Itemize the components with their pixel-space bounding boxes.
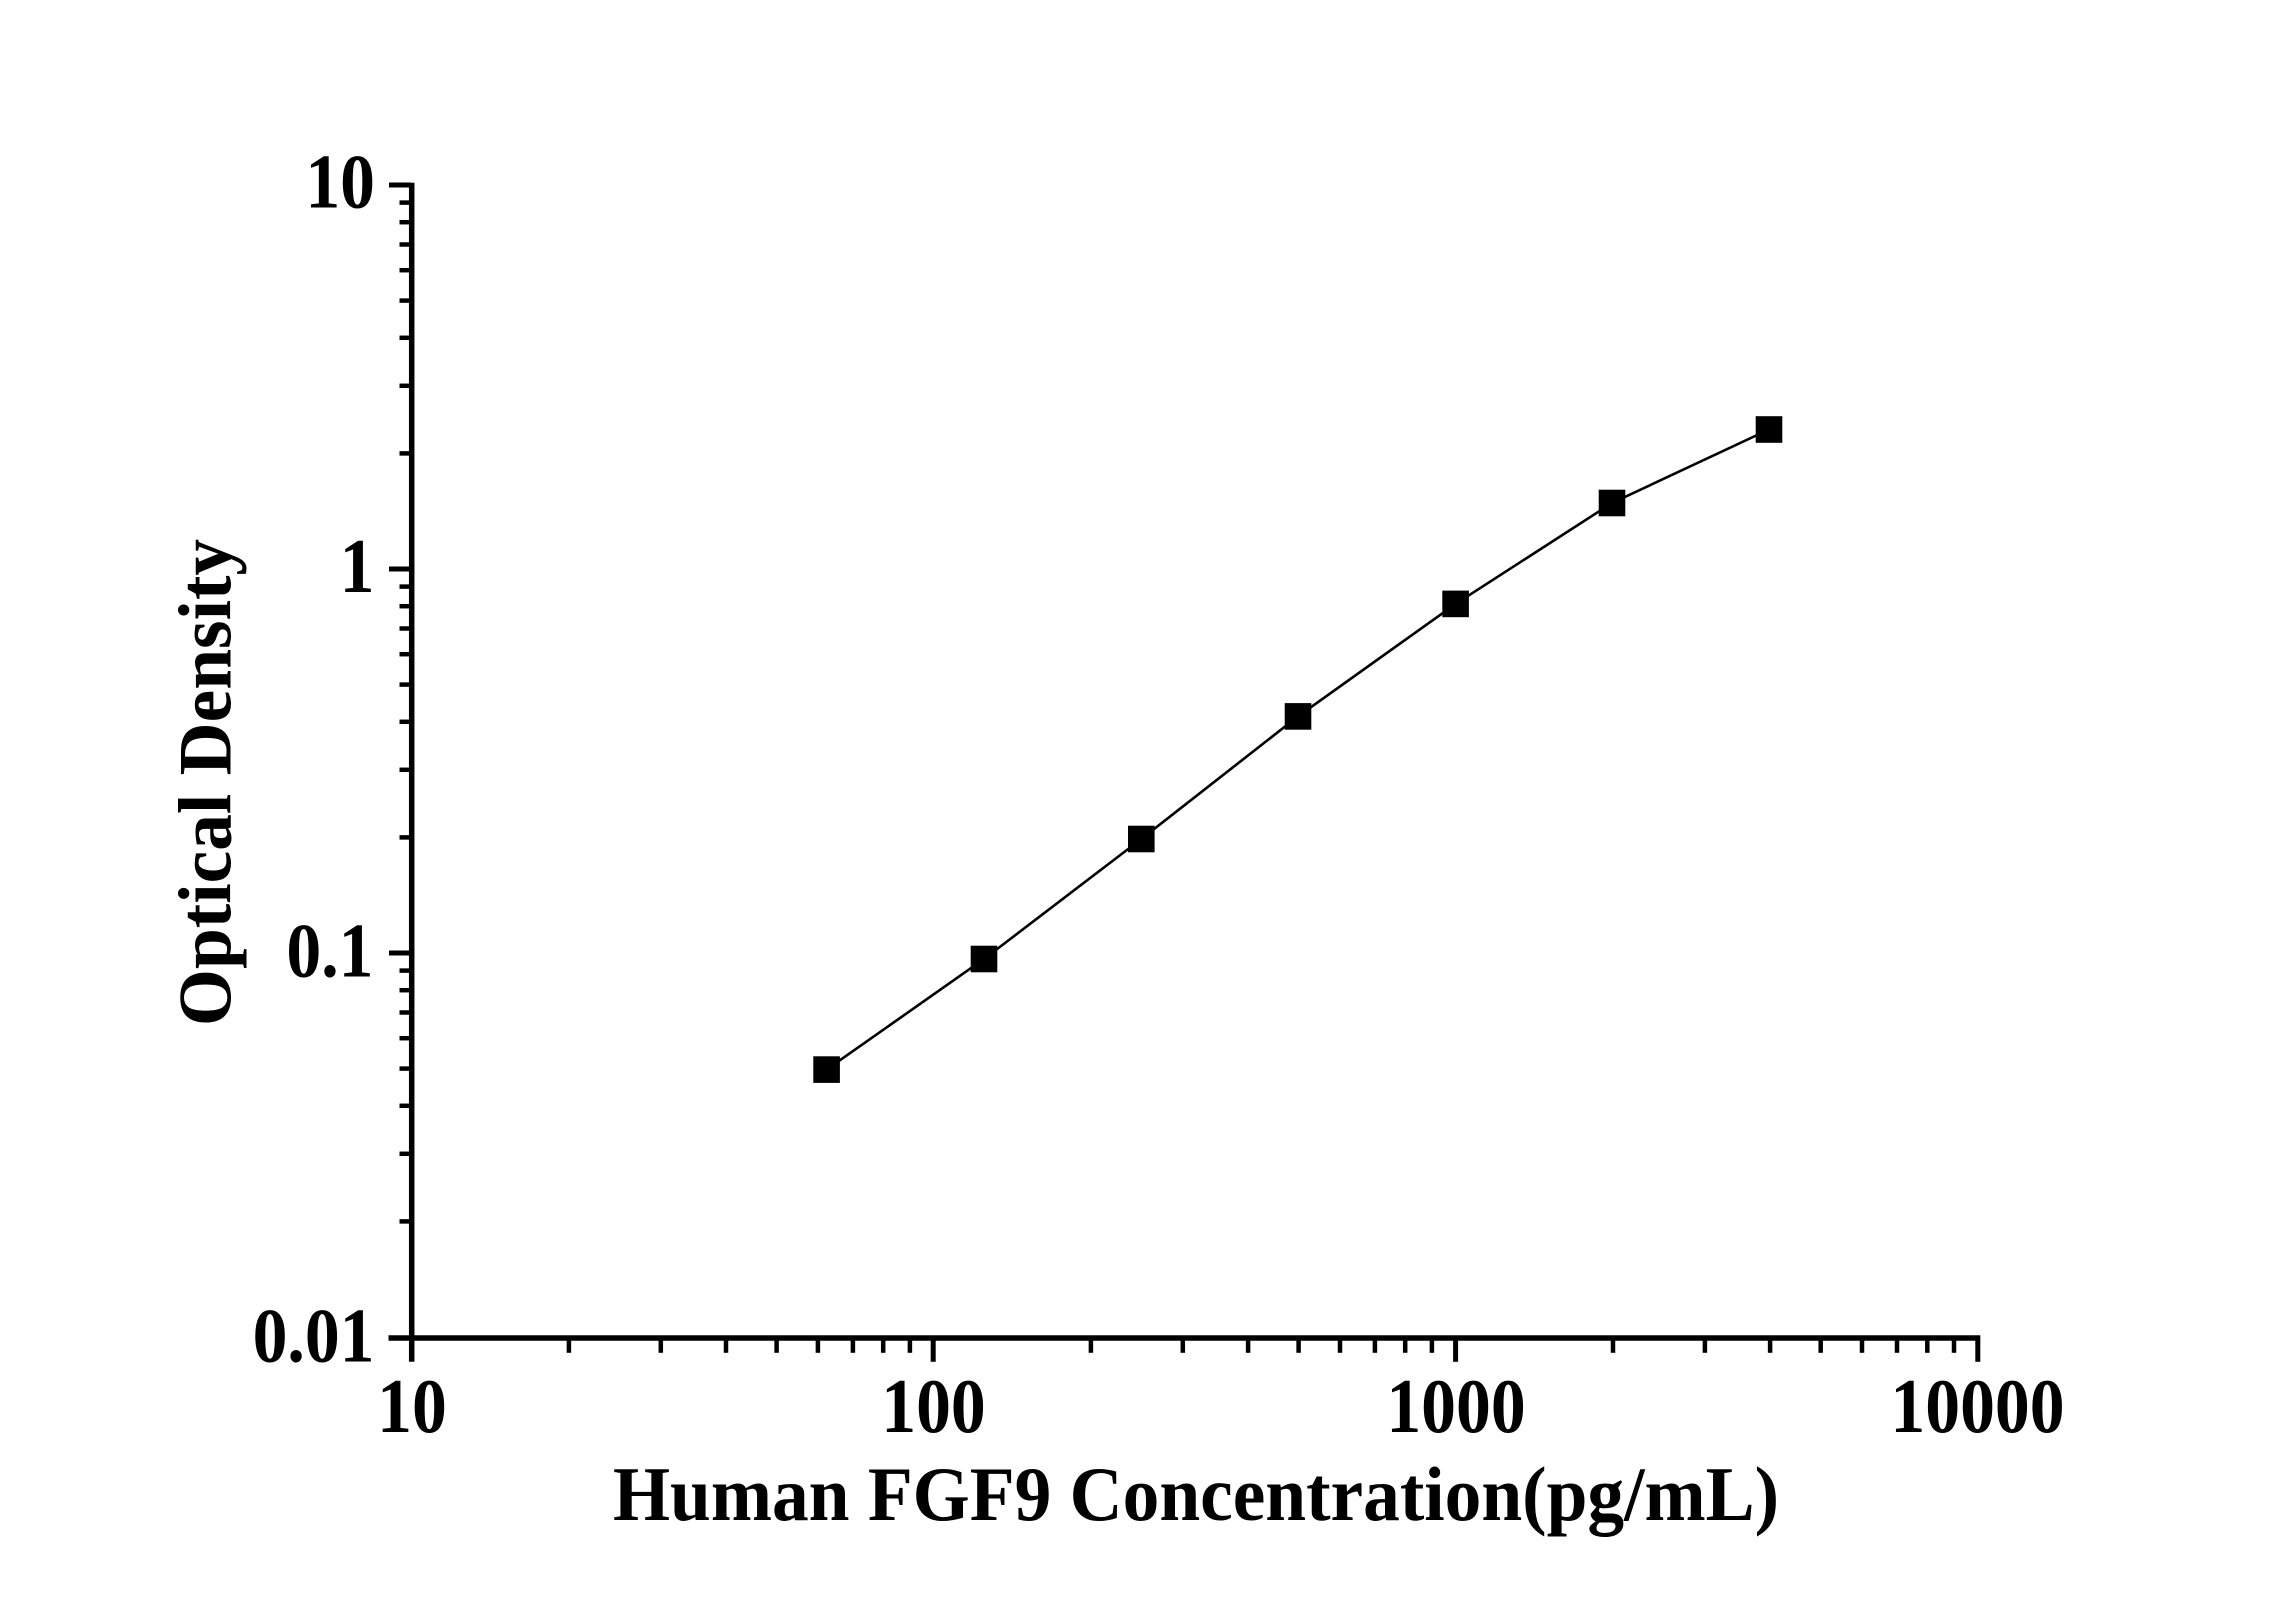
svg-text:Optical Density: Optical Density <box>165 539 248 1026</box>
svg-text:10: 10 <box>377 1363 447 1449</box>
svg-text:10: 10 <box>305 138 375 224</box>
svg-text:100: 100 <box>881 1363 986 1449</box>
svg-text:10000: 10000 <box>1890 1363 2064 1449</box>
svg-text:Human FGF9 Concentration(pg/mL: Human FGF9 Concentration(pg/mL) <box>613 1452 1779 1537</box>
svg-text:1: 1 <box>340 523 375 609</box>
svg-text:0.01: 0.01 <box>253 1292 375 1378</box>
svg-text:1000: 1000 <box>1386 1363 1525 1449</box>
svg-text:0.1: 0.1 <box>286 907 373 993</box>
